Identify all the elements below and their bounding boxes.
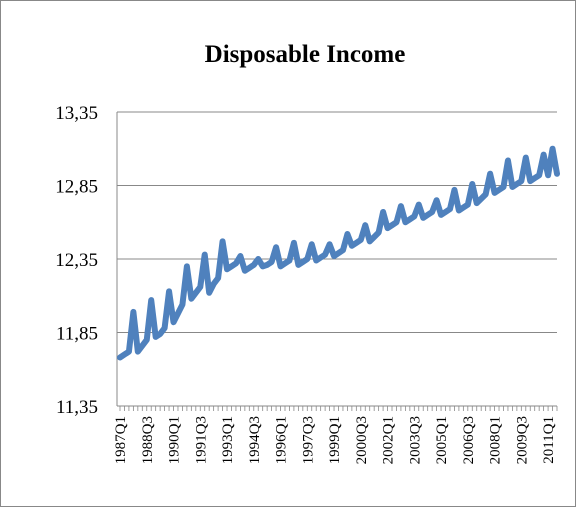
x-tick-label: 1996Q1 [274,416,290,464]
x-tick-label: 2011Q1 [541,416,557,464]
y-tick-label: 11,85 [56,324,98,345]
x-tick-label: 1987Q1 [113,416,129,464]
x-tick-label: 1991Q3 [193,416,209,464]
x-tick-label: 1997Q3 [300,416,316,464]
x-tick-label: 2009Q3 [514,416,530,464]
x-tick-label: 1993Q1 [220,416,236,464]
data-line [117,145,560,361]
x-tick-label: 2003Q3 [407,416,423,464]
chart-frame [0,0,576,507]
x-tick-label: 2008Q1 [488,416,504,464]
x-tick-label: 1999Q1 [327,416,343,464]
y-tick-label: 13,35 [55,103,98,124]
x-tick-label: 2000Q3 [354,416,370,464]
y-tick-label: 12,35 [55,250,98,271]
y-tick-label: 11,35 [56,397,98,418]
x-tick-label: 2002Q1 [381,416,397,464]
x-tick-label: 1994Q3 [247,416,263,464]
y-tick-label: 12,85 [55,177,98,198]
x-tick-label: 2005Q1 [434,416,450,464]
x-tick-label: 2006Q3 [461,416,477,464]
chart-title: Disposable Income [205,41,406,68]
x-tick-label: 1990Q1 [167,416,183,464]
x-tick-label: 1988Q3 [140,416,156,464]
